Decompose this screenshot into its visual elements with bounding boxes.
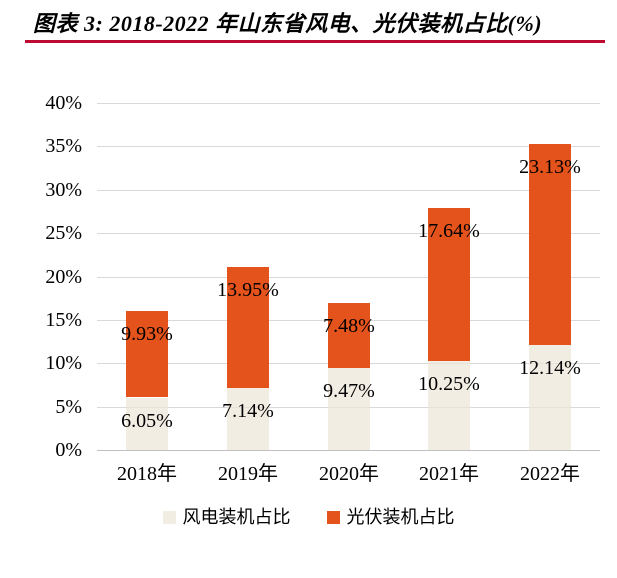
x-axis-baseline	[97, 450, 600, 451]
legend-item-solar: 光伏装机占比	[326, 506, 455, 528]
solar-legend-swatch	[326, 510, 340, 524]
data-label: 10.25%	[418, 373, 480, 395]
wind-bar-segment	[428, 361, 470, 450]
y-axis-tick-label: 15%	[45, 309, 82, 331]
data-label: 9.93%	[121, 323, 173, 345]
data-label: 17.64%	[418, 220, 480, 242]
title-underline-rule	[25, 40, 605, 43]
x-axis-category-label: 2020年	[319, 463, 379, 485]
chart-legend: 风电装机占比 光伏装机占比	[0, 504, 617, 530]
gridline	[97, 277, 600, 278]
legend-item-wind: 风电装机占比	[162, 506, 291, 528]
solar-bar-segment	[529, 144, 571, 345]
y-axis-tick-label: 30%	[45, 179, 82, 201]
x-axis-category-label: 2019年	[218, 463, 278, 485]
y-axis-tick-label: 35%	[45, 135, 82, 157]
y-axis-tick-label: 25%	[45, 222, 82, 244]
legend-label: 风电装机占比	[182, 507, 291, 527]
x-axis-category-label: 2018年	[117, 463, 177, 485]
y-axis-tick-label: 20%	[45, 266, 82, 288]
figure-title: 图表 3: 2018-2022 年山东省风电、光伏装机占比(%)	[33, 11, 543, 36]
data-label: 13.95%	[217, 279, 279, 301]
y-axis-tick-label: 10%	[45, 352, 82, 374]
wind-bar-segment	[227, 388, 269, 450]
y-axis-tick-label: 0%	[55, 439, 82, 461]
x-axis-category-label: 2022年	[520, 463, 580, 485]
data-label: 7.48%	[323, 315, 375, 337]
data-label: 12.14%	[519, 357, 581, 379]
wind-bar-segment	[126, 397, 168, 450]
gridline	[97, 146, 600, 147]
solar-bar-segment	[328, 303, 370, 368]
x-axis-category-label: 2021年	[419, 463, 479, 485]
data-label: 6.05%	[121, 410, 173, 432]
data-label: 9.47%	[323, 380, 375, 402]
wind-bar-segment	[529, 344, 571, 450]
gridline	[97, 103, 600, 104]
data-label: 7.14%	[222, 400, 274, 422]
legend-label: 光伏装机占比	[346, 507, 455, 527]
wind-legend-swatch	[162, 510, 176, 524]
data-label: 23.13%	[519, 156, 581, 178]
wind-bar-segment	[328, 367, 370, 450]
gridline	[97, 233, 600, 234]
stacked-bar-chart: 0% 5% 10% 15% 20% 25% 30% 35% 40% 6.05% 9.93% 2018年…	[45, 92, 600, 485]
solar-bar-segment	[126, 311, 168, 398]
gridline	[97, 190, 600, 191]
y-axis-tick-label: 40%	[45, 92, 82, 114]
solar-bar-segment	[428, 208, 470, 362]
solar-bar-segment	[227, 267, 269, 388]
y-axis-tick-label: 5%	[55, 396, 82, 418]
